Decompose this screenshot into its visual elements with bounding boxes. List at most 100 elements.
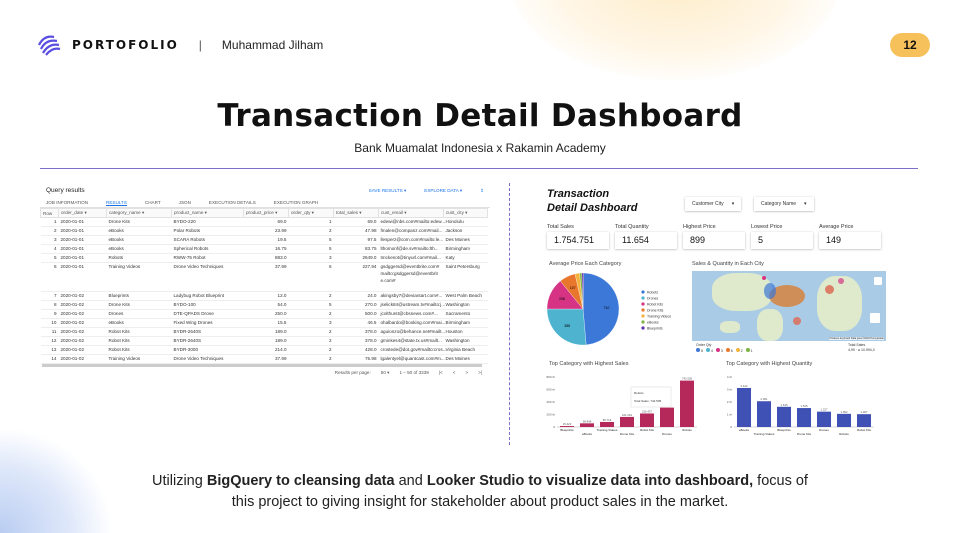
column-header[interactable]: order_qty ▾ (288, 208, 334, 218)
horizontal-scrollbar[interactable] (42, 364, 482, 367)
kpi-label: Highest Price (683, 224, 716, 230)
tab-execution-graph[interactable]: EXECUTION GRAPH (273, 200, 319, 205)
table-cell: Sacramento (443, 309, 488, 319)
table-cell: 250.0 (243, 309, 289, 319)
slide-header: PORTOFOLIO | Muhammad Jilham (36, 33, 323, 57)
last-page-icon[interactable]: >| (478, 370, 482, 375)
column-header[interactable]: product_price ▾ (243, 208, 289, 218)
expand-icon[interactable]: ⇕ (480, 187, 484, 193)
tab-json[interactable]: JSON (178, 200, 191, 205)
table-cell: 10 (40, 318, 59, 328)
next-page-icon[interactable]: > (465, 370, 469, 375)
table-cell: BYDO-220 (171, 217, 244, 227)
customer-city-filter[interactable]: Customer City ▾ (685, 197, 742, 211)
bar-data-label: 2.061 (761, 397, 768, 401)
pie-chart-title: Average Price Each Category (549, 261, 622, 267)
legend-label: Drone Kits (647, 308, 664, 312)
bar-data-label: 742.505 (682, 377, 693, 381)
column-header[interactable]: total_sales ▾ (333, 208, 379, 218)
bar-data-label: 161.242 (622, 413, 633, 417)
table-cell: 5 (40, 253, 59, 263)
bar[interactable] (580, 423, 594, 427)
table-cell: Fixed Wing Drones (171, 318, 244, 328)
bar-data-label: 3.122 (741, 384, 748, 388)
legend-label: eBooks (647, 320, 659, 324)
bar[interactable] (660, 407, 674, 427)
x-tick-label: Drones (662, 432, 672, 436)
category-name-filter[interactable]: Category Name ▾ (754, 197, 814, 211)
first-page-icon[interactable]: |< (438, 370, 443, 375)
table-cell: 3 (40, 235, 59, 245)
pie-slice[interactable] (582, 272, 620, 346)
legend-item: 5 (696, 348, 703, 353)
x-tick-label: Training Videos (597, 428, 618, 432)
tab-chart[interactable]: CHART (144, 200, 161, 205)
bar[interactable] (857, 414, 871, 427)
table-cell: 2020-01-02 (58, 354, 107, 364)
table-row: 7 2020-01-02 Blueprints Ladybug Robot Bluep… (40, 291, 488, 301)
pagination: Results per page: 50 ▾ 1 – 50 of 3339 |<… (40, 367, 490, 376)
bar[interactable] (817, 411, 831, 427)
tab-execution-details[interactable]: EXECUTION DETAILS (208, 200, 256, 205)
pie-slice[interactable] (581, 272, 584, 310)
per-page-select[interactable]: 50 ▾ (380, 370, 390, 375)
bar[interactable] (837, 413, 851, 427)
decorative-glow (0, 430, 110, 533)
table-cell: 227.94 (333, 262, 379, 292)
kpi-label: Average Price (819, 224, 854, 230)
table-cell: Robot Kits (106, 327, 172, 337)
column-header[interactable]: cust_email ▾ (378, 208, 444, 218)
save-results-button[interactable]: SAVE RESULTS ▾ (368, 187, 407, 193)
results-tabs: JOB INFORMATION RESULTS CHART JSON EXECUTION… (40, 198, 490, 208)
bar[interactable] (620, 416, 634, 427)
bar-data-label: 80.716 (603, 418, 612, 422)
bar[interactable] (640, 413, 654, 427)
legend-item: 1 (745, 348, 753, 353)
table-cell: eBooks (106, 318, 172, 328)
table-cell: Blueprints (106, 291, 172, 301)
bar[interactable] (600, 421, 614, 427)
column-header[interactable]: product_name ▾ (171, 208, 244, 218)
column-header[interactable]: cust_city ▾ (443, 208, 488, 218)
table-cell: Robot Kits (106, 336, 172, 346)
bar[interactable] (777, 406, 791, 427)
y-tick-label: 200 rb (546, 413, 555, 417)
table-cell: 2020-01-01 (58, 217, 107, 227)
tab-job-information[interactable]: JOB INFORMATION (46, 200, 89, 205)
table-cell: Drone Kits (106, 217, 172, 227)
zoom-in-button[interactable] (870, 313, 880, 323)
x-tick-label: Blueprints (777, 428, 791, 432)
pie-data-label: 208 (559, 297, 565, 301)
table-cell: 2020-01-01 (58, 244, 107, 254)
fullscreen-button[interactable] (874, 277, 882, 285)
table-cell: lgalentyel@quantcast.com#m... (378, 354, 445, 364)
explore-data-button[interactable]: EXPLORE DATA ▾ (424, 187, 463, 193)
column-header[interactable]: Row (40, 208, 59, 218)
table-cell: RWW-75 Robot (171, 253, 244, 263)
table-cell: 69.0 (333, 217, 379, 227)
pie-slice[interactable] (546, 308, 587, 346)
table-cell: 12 (40, 336, 59, 346)
table-cell: 428.0 (333, 345, 379, 355)
tab-results[interactable]: RESULTS (106, 199, 127, 206)
table-cell: Jackson (443, 226, 488, 236)
y-tick-label: 0 (730, 425, 732, 429)
pie-data-label: 107 (570, 286, 576, 290)
bar[interactable] (737, 387, 751, 427)
kpi-card: Total Quantity 11.654 (615, 224, 677, 249)
bubble-map[interactable]: Pintasan keyboard Data peta ©2024 Persya… (692, 271, 886, 341)
legend-marker (641, 320, 645, 324)
table-cell: 47.98 (333, 226, 379, 236)
prev-page-icon[interactable]: < (452, 370, 456, 375)
column-header[interactable]: category_name ▾ (106, 208, 172, 218)
bar[interactable] (797, 408, 811, 427)
bar[interactable] (757, 401, 771, 427)
table-cell: BYDR-2640S (171, 327, 244, 337)
bar[interactable] (680, 380, 694, 427)
table-cell: 2 (288, 327, 334, 337)
column-header[interactable]: order_date ▾ (58, 208, 107, 218)
bar[interactable] (560, 426, 574, 427)
table-row: 14 2020-01-02 Training Videos Drone Video T… (40, 354, 488, 364)
table-row: 13 2020-01-02 Robot Kits BYDR-3000 214.0 2 428… (40, 345, 488, 355)
page-number-badge: 12 (890, 33, 930, 57)
